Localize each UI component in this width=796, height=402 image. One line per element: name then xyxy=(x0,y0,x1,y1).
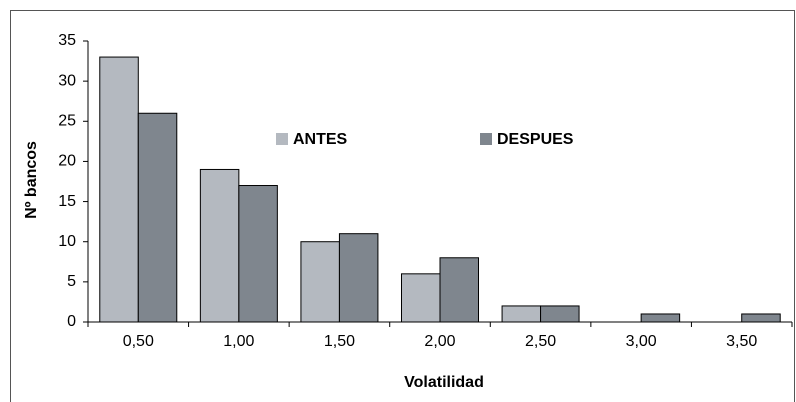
bar xyxy=(439,257,479,323)
bar xyxy=(99,56,139,323)
bar xyxy=(300,241,340,323)
bar xyxy=(137,112,178,323)
x-axis-title: Volatilidad xyxy=(404,374,484,391)
x-tick-label: 1,50 xyxy=(324,333,355,350)
legend-label: ANTES xyxy=(293,131,348,148)
frame xyxy=(10,10,795,402)
bar xyxy=(199,168,240,323)
y-tick-label: 35 xyxy=(58,32,76,49)
y-tick-label: 15 xyxy=(58,193,76,210)
y-tick-label: 0 xyxy=(67,313,76,330)
x-tick-label: 3,00 xyxy=(626,333,657,350)
legend-label: DESPUES xyxy=(497,131,574,148)
bar xyxy=(401,273,441,323)
bar xyxy=(640,313,681,323)
x-tick-label: 2,00 xyxy=(424,333,455,350)
bar xyxy=(540,305,580,323)
x-tick-label: 1,00 xyxy=(223,333,254,350)
bar xyxy=(238,185,278,323)
y-tick-label: 10 xyxy=(58,233,76,250)
x-tick-label: 3,50 xyxy=(726,333,757,350)
y-tick-label: 25 xyxy=(58,113,76,130)
y-tick-label: 30 xyxy=(58,72,76,89)
bar xyxy=(741,313,781,323)
legend-swatch xyxy=(276,133,288,145)
y-tick-label: 20 xyxy=(58,153,76,170)
y-tick-label: 5 xyxy=(67,273,76,290)
bar xyxy=(501,305,542,323)
bar xyxy=(338,233,379,323)
y-axis-title: Nº bancos xyxy=(23,141,40,219)
x-tick-label: 2,50 xyxy=(525,333,556,350)
x-tick-label: 0,50 xyxy=(123,333,154,350)
legend-swatch xyxy=(480,133,492,145)
